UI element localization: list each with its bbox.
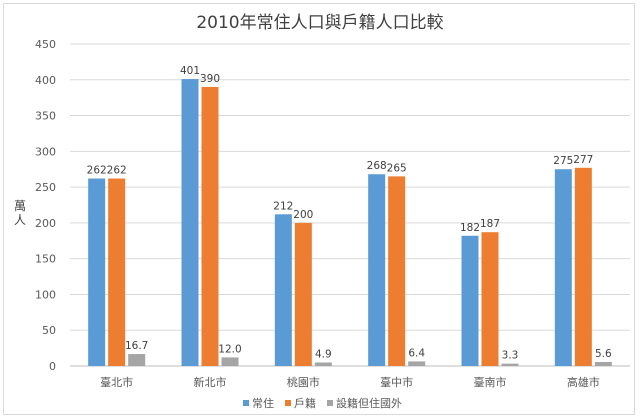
bar-registered bbox=[388, 176, 406, 366]
y-tick-label: 100 bbox=[35, 288, 56, 301]
legend-swatch bbox=[243, 400, 249, 406]
data-label: 265 bbox=[387, 162, 407, 174]
y-tick-label: 150 bbox=[35, 253, 56, 266]
y-tick-label: 400 bbox=[35, 74, 56, 87]
legend-label: 常住 bbox=[252, 396, 274, 410]
legend-swatch bbox=[327, 400, 333, 406]
bar-resident bbox=[274, 214, 292, 366]
data-label: 277 bbox=[573, 154, 593, 166]
y-tick-label: 300 bbox=[35, 145, 56, 158]
bar-resident bbox=[88, 178, 106, 366]
data-label: 4.9 bbox=[315, 348, 332, 360]
y-tick-label: 200 bbox=[35, 217, 56, 230]
y-tick-label: 250 bbox=[35, 181, 56, 194]
bar-registered bbox=[574, 167, 592, 366]
bar-abroad bbox=[594, 361, 612, 366]
data-label: 3.3 bbox=[502, 350, 519, 362]
bar-registered bbox=[294, 222, 312, 366]
legend-label: 設籍但住國外 bbox=[336, 396, 402, 410]
bar-abroad bbox=[314, 362, 332, 366]
y-tick-label: 0 bbox=[49, 360, 56, 373]
x-tick-label: 桃園市 bbox=[287, 375, 320, 389]
chart-title: 2010年常住人口與戶籍人口比較 bbox=[196, 13, 443, 33]
data-label: 187 bbox=[480, 218, 500, 230]
data-label: 16.7 bbox=[125, 340, 148, 352]
bar-abroad bbox=[221, 357, 239, 366]
y-tick-label: 50 bbox=[42, 324, 56, 337]
bar-abroad bbox=[501, 363, 519, 366]
bar-registered bbox=[481, 232, 499, 366]
data-label: 390 bbox=[200, 73, 220, 85]
data-label: 12.0 bbox=[218, 343, 241, 355]
data-label: 401 bbox=[180, 65, 200, 77]
bar-abroad bbox=[128, 354, 146, 366]
bar-abroad bbox=[408, 361, 426, 366]
x-tick-label: 臺北市 bbox=[100, 375, 133, 389]
bar-resident bbox=[461, 235, 479, 366]
bar-resident bbox=[181, 79, 199, 366]
data-label: 275 bbox=[553, 155, 573, 167]
data-label: 182 bbox=[460, 222, 480, 234]
bar-registered bbox=[108, 178, 126, 366]
bar-resident bbox=[368, 174, 386, 366]
legend-swatch bbox=[285, 400, 291, 406]
data-label: 6.4 bbox=[408, 347, 425, 359]
data-label: 262 bbox=[107, 165, 127, 177]
x-tick-label: 臺中市 bbox=[380, 375, 413, 389]
bar-resident bbox=[554, 169, 572, 366]
data-label: 200 bbox=[293, 209, 313, 221]
data-label: 262 bbox=[87, 165, 107, 177]
legend-label: 戶籍 bbox=[294, 396, 316, 410]
data-label: 268 bbox=[367, 160, 387, 172]
x-tick-label: 新北市 bbox=[194, 375, 227, 389]
x-tick-label: 臺南市 bbox=[474, 375, 507, 389]
y-tick-label: 450 bbox=[35, 38, 56, 51]
data-label: 5.6 bbox=[595, 348, 612, 360]
x-tick-label: 高雄市 bbox=[567, 375, 600, 389]
y-axis-label: 萬人 bbox=[14, 199, 26, 227]
bar-registered bbox=[201, 86, 219, 366]
data-label: 212 bbox=[273, 200, 293, 212]
y-tick-label: 350 bbox=[35, 110, 56, 123]
